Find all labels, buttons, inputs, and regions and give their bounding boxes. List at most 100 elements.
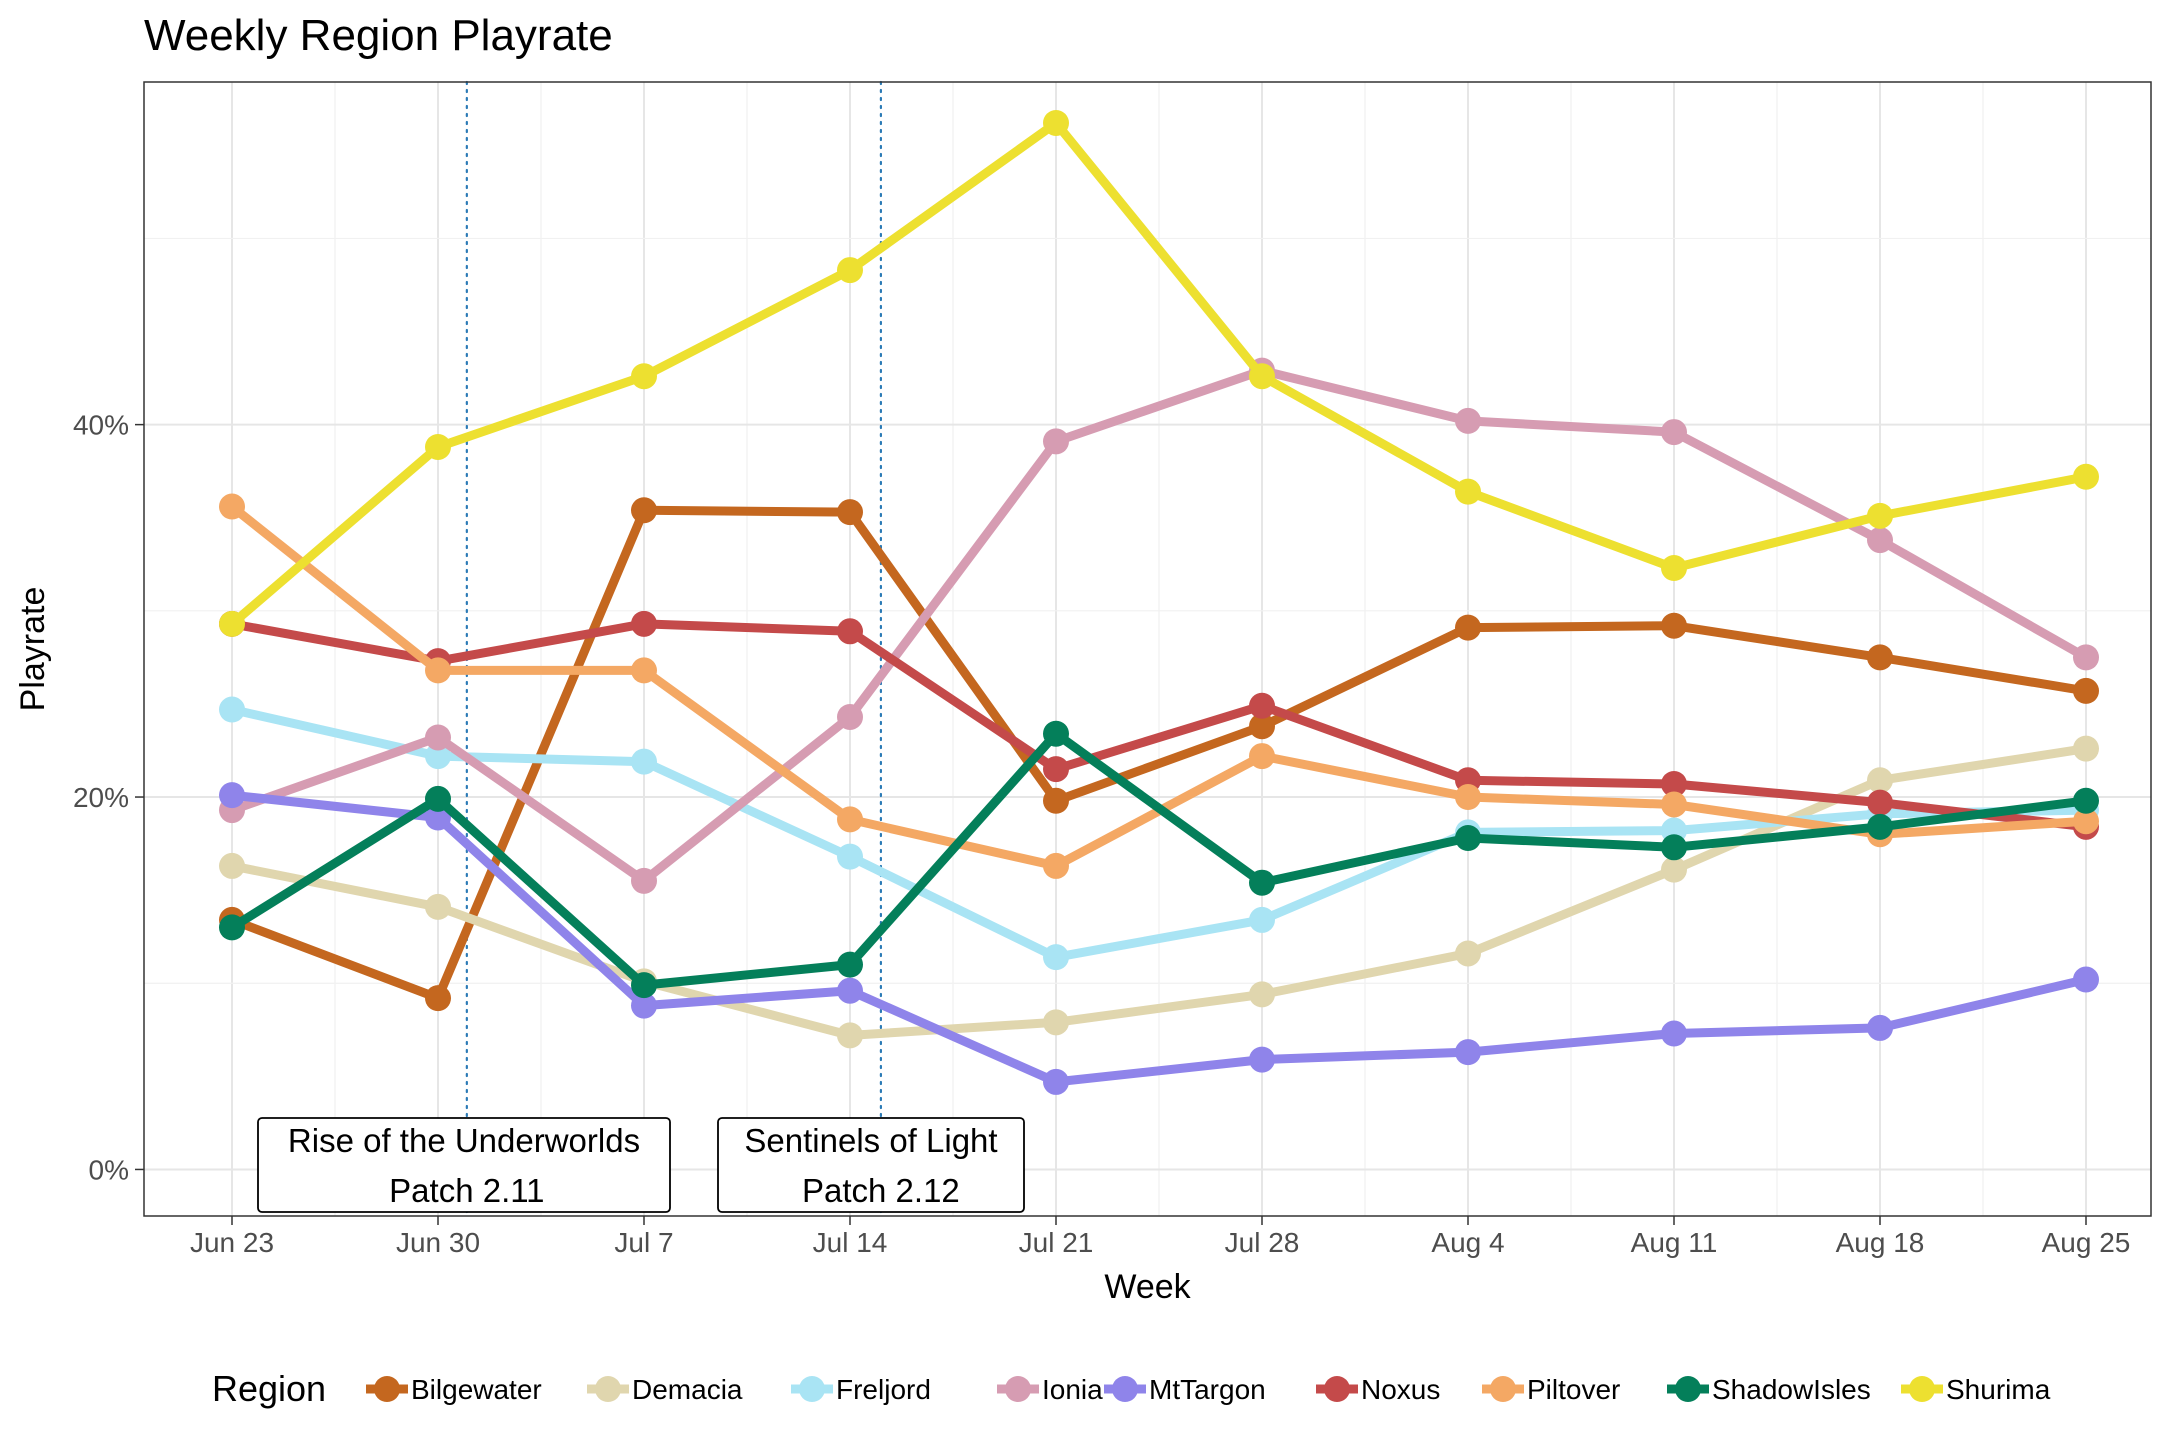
legend-key-point	[1909, 1376, 1935, 1402]
legend-key-point	[1675, 1376, 1701, 1402]
legend-key-point	[1005, 1376, 1031, 1402]
legend-item-freljord: Freljord	[791, 1374, 931, 1405]
data-point-bilgewater	[1455, 614, 1481, 641]
legend-label-shurima: Shurima	[1946, 1374, 2051, 1405]
annotation-box	[717, 1117, 1025, 1213]
series-line-mttargon	[227, 790, 2091, 1087]
data-point-shadowisles	[837, 951, 863, 978]
x-tick-label: Jul 28	[1225, 1227, 1300, 1258]
data-point-shadowisles	[425, 785, 451, 812]
series-shurima	[219, 109, 2099, 637]
data-point-shadowisles	[1661, 834, 1687, 861]
data-point-shadowisles	[1043, 720, 1069, 747]
annotation-patch: Patch 2.12	[802, 1172, 960, 1209]
legend-label-bilgewater: Bilgewater	[411, 1374, 542, 1405]
data-point-shurima	[1043, 109, 1069, 136]
legend-item-piltover: Piltover	[1482, 1374, 1620, 1405]
y-axis-ticks: 0% 20% 40%	[73, 410, 144, 1185]
data-point-bilgewater	[837, 499, 863, 526]
legend-label-ionia: Ionia	[1042, 1374, 1103, 1405]
data-point-shadowisles	[1455, 825, 1481, 851]
data-point-bilgewater	[631, 497, 657, 524]
data-point-mttargon	[1661, 1020, 1687, 1047]
legend-key-point	[799, 1376, 825, 1402]
series-line-shurima	[227, 118, 2091, 629]
chart-title: Weekly Region Playrate	[144, 11, 613, 60]
legend-item-noxus: Noxus	[1316, 1374, 1440, 1405]
data-point-shadowisles	[1249, 869, 1275, 896]
data-point-freljord	[219, 696, 245, 723]
legend-label-mttargon: MtTargon	[1149, 1374, 1266, 1405]
data-point-demacia	[1455, 940, 1481, 967]
data-point-bilgewater	[1661, 612, 1687, 639]
data-point-freljord	[837, 843, 863, 870]
x-axis-title: Week	[1104, 1268, 1191, 1306]
data-point-mttargon	[1455, 1039, 1481, 1066]
data-point-shurima	[1249, 363, 1275, 390]
legend-key-point	[374, 1376, 400, 1402]
data-point-bilgewater	[1867, 644, 1893, 671]
legend-item-ionia: Ionia	[997, 1374, 1103, 1405]
series-line-noxus	[227, 619, 2091, 832]
data-point-ionia	[631, 867, 657, 894]
data-point-freljord	[1043, 944, 1069, 971]
data-point-piltover	[2073, 808, 2099, 835]
y-tick-label: 20%	[73, 782, 129, 813]
data-point-piltover	[219, 493, 245, 520]
x-axis-ticks: Jun 23 Jun 30 Jul 7 Jul 14 Jul 21 Jul 28 Aug 4…	[190, 1216, 2130, 1258]
data-point-ionia	[1455, 407, 1481, 434]
data-point-piltover	[837, 806, 863, 833]
data-point-shadowisles	[631, 972, 657, 999]
series-ionia	[219, 357, 2099, 894]
data-point-noxus	[837, 618, 863, 645]
data-point-shadowisles	[1867, 813, 1893, 840]
annotation-title: Sentinels of Light	[744, 1122, 997, 1159]
data-point-mttargon	[837, 977, 863, 1004]
data-point-noxus	[1043, 756, 1069, 783]
data-point-piltover	[1249, 743, 1275, 770]
series-line-shadowisles	[227, 729, 2091, 990]
annotation-patch: Patch 2.11	[389, 1172, 544, 1209]
series-shadowisles	[219, 720, 2099, 999]
data-point-bilgewater	[425, 985, 451, 1012]
annotation-box	[257, 1117, 671, 1213]
series-line-ionia	[227, 366, 2091, 886]
series-line-bilgewater	[227, 505, 2091, 1003]
annotation-2: Sentinels of Light Patch 2.12	[717, 1117, 1025, 1213]
data-point-ionia	[837, 703, 863, 730]
legend-key-point	[1112, 1376, 1138, 1402]
data-point-shurima	[425, 433, 451, 460]
plot-border	[143, 81, 2152, 1217]
legend-item-shurima: Shurima	[1901, 1374, 2051, 1405]
data-point-demacia	[1867, 767, 1893, 794]
data-point-freljord	[631, 748, 657, 775]
data-point-piltover	[1661, 791, 1687, 818]
data-point-bilgewater	[1249, 713, 1275, 740]
data-point-demacia	[2073, 735, 2099, 762]
legend-item-demacia: Demacia	[587, 1374, 743, 1405]
legend-label-noxus: Noxus	[1361, 1374, 1440, 1405]
legend-label-piltover: Piltover	[1527, 1374, 1620, 1405]
data-point-shurima	[631, 363, 657, 390]
series-lines	[219, 109, 2099, 1095]
legend-key-point	[1324, 1376, 1350, 1402]
x-tick-label: Aug 25	[2042, 1227, 2131, 1258]
patch-annotations: Rise of the Underworlds Patch 2.11 Sentine…	[257, 1117, 1025, 1213]
legend: Region Bilgewater Demacia Freljord Ionia MtTa…	[212, 1368, 2051, 1409]
data-point-piltover	[1043, 852, 1069, 879]
data-point-shurima	[1867, 502, 1893, 529]
data-point-ionia	[1661, 419, 1687, 446]
data-point-shadowisles	[2073, 787, 2099, 814]
data-point-shurima	[837, 257, 863, 284]
data-point-noxus	[631, 610, 657, 637]
data-point-demacia	[1661, 856, 1687, 883]
data-point-ionia	[1043, 428, 1069, 455]
data-point-mttargon	[1249, 1046, 1275, 1073]
x-tick-label: Jun 30	[396, 1227, 480, 1258]
data-point-bilgewater	[2073, 677, 2099, 704]
data-point-mttargon	[1043, 1068, 1069, 1095]
y-tick-label: 0%	[89, 1154, 129, 1185]
legend-label-shadowisles: ShadowIsles	[1712, 1374, 1871, 1405]
